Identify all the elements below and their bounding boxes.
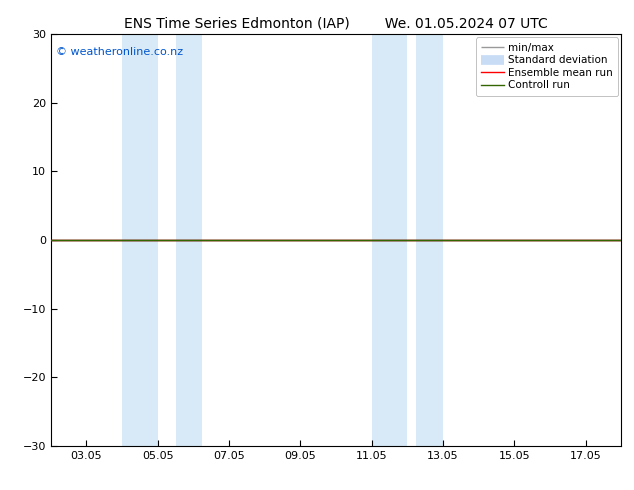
Bar — [372, 34, 407, 446]
Legend: min/max, Standard deviation, Ensemble mean run, Controll run: min/max, Standard deviation, Ensemble me… — [476, 37, 618, 96]
Bar — [122, 34, 158, 446]
Bar — [176, 34, 202, 446]
Title: ENS Time Series Edmonton (IAP)        We. 01.05.2024 07 UTC: ENS Time Series Edmonton (IAP) We. 01.05… — [124, 16, 548, 30]
Text: © weatheronline.co.nz: © weatheronline.co.nz — [56, 47, 184, 57]
Bar — [417, 34, 443, 446]
